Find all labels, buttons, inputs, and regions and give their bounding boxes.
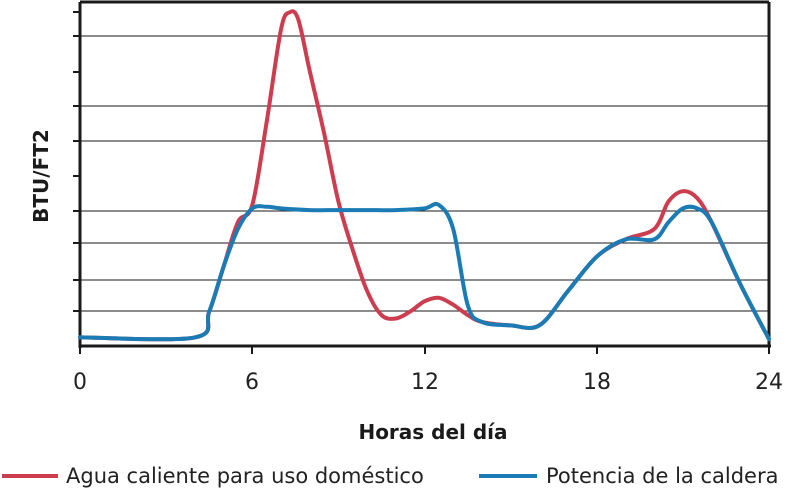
- legend-label-boiler: Potencia de la caldera: [546, 464, 778, 488]
- series-line-hot-water: [78, 9, 771, 342]
- series-layer: [78, 9, 771, 342]
- x-tick-label: 18: [583, 370, 611, 395]
- x-axis-ticks: [79, 346, 770, 354]
- y-axis-title: BTU/FT2: [29, 129, 53, 223]
- x-tick-label: 24: [755, 370, 783, 395]
- x-tick-label: 0: [73, 370, 87, 395]
- legend-label-hot-water: Agua caliente para uso doméstico: [66, 464, 424, 488]
- plot-frame: [78, 0, 771, 348]
- y-axis-ticks: [73, 11, 80, 312]
- x-axis-title: Horas del día: [358, 420, 507, 444]
- x-tick-labels: 0 6 12 18 24: [73, 370, 783, 395]
- x-tick-label: 6: [245, 370, 259, 395]
- legend: Agua caliente para uso doméstico Potenci…: [2, 464, 778, 488]
- series-line-boiler: [78, 201, 771, 342]
- x-tick-label: 12: [411, 370, 439, 395]
- gridlines: [80, 35, 769, 312]
